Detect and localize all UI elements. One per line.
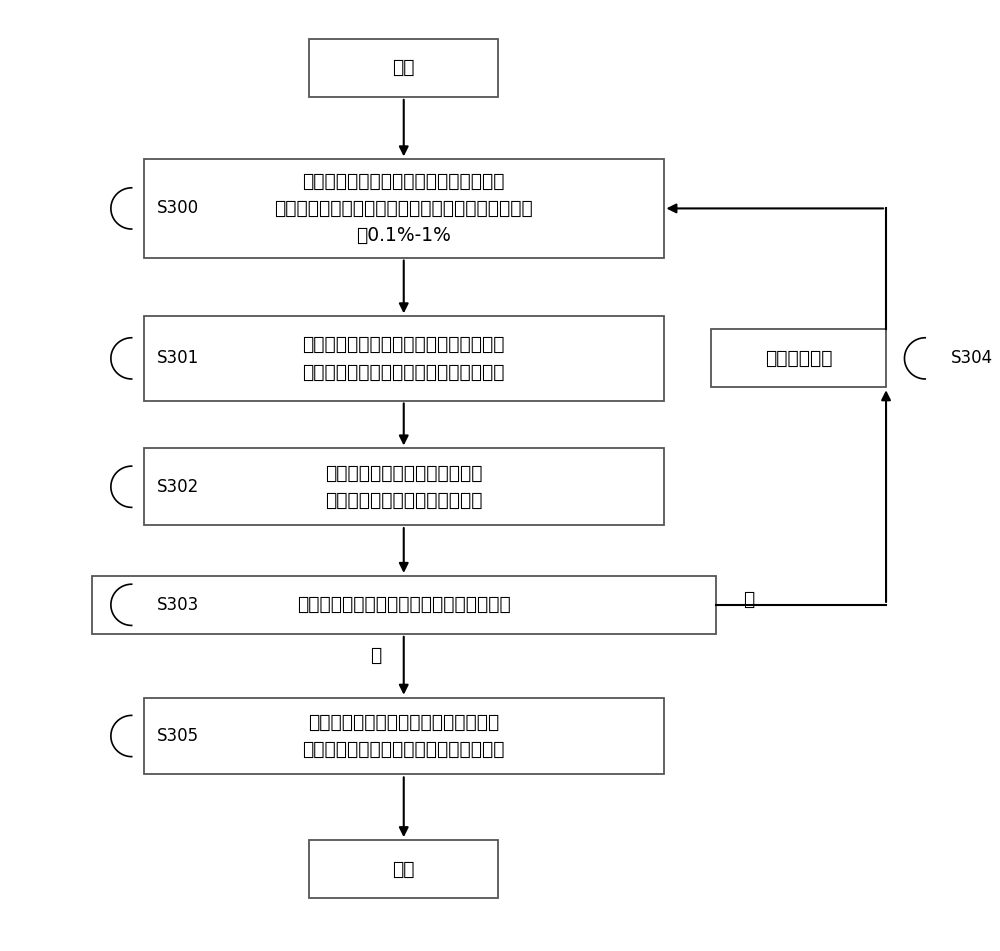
Text: 对待调电阴以蛇形刀口进行第一次切割，
以使待调电阴的阴値精度达到预定精度，预定精度介
于0.1%-1%: 对待调电阴以蛇形刀口进行第一次切割， 以使待调电阴的阴値精度达到预定精度，预定精… bbox=[274, 172, 533, 245]
Text: 开始: 开始 bbox=[392, 58, 415, 77]
Text: S301: S301 bbox=[157, 349, 199, 367]
Bar bbox=[92, 575, 716, 634]
Text: 对待调电阴以第一刀口进行切割，获取待
调电阴的实际阴値与目标阴値之间的差値: 对待调电阴以第一刀口进行切割，获取待 调电阴的实际阴値与目标阴値之间的差値 bbox=[302, 336, 505, 381]
Bar bbox=[711, 329, 886, 387]
Text: 确定激光调阴方案为依次以蛇形刀口、
第一刀口和第二刀口对毛坏电阴进行切割: 确定激光调阴方案为依次以蛇形刀口、 第一刀口和第二刀口对毛坏电阴进行切割 bbox=[302, 713, 505, 759]
Bar bbox=[144, 698, 664, 774]
Text: S305: S305 bbox=[157, 727, 199, 745]
Bar bbox=[144, 316, 664, 400]
Text: S303: S303 bbox=[157, 596, 199, 613]
Text: 结束: 结束 bbox=[392, 860, 415, 879]
Text: S302: S302 bbox=[157, 477, 199, 495]
Text: 判断待调电阴的阴値精度是否达到目标精度: 判断待调电阴的阴値精度是否达到目标精度 bbox=[297, 595, 511, 614]
Text: S300: S300 bbox=[157, 200, 199, 218]
Text: 是: 是 bbox=[370, 646, 381, 665]
Text: 根据差値确定第二刀口的长度，
对待调电阴以第二刀口进行切割: 根据差値确定第二刀口的长度， 对待调电阴以第二刀口进行切割 bbox=[325, 464, 482, 510]
Text: 否: 否 bbox=[743, 590, 754, 609]
Bar bbox=[144, 159, 664, 258]
Bar bbox=[309, 39, 498, 97]
Bar bbox=[309, 840, 498, 898]
Bar bbox=[144, 448, 664, 525]
Text: S304: S304 bbox=[951, 349, 993, 367]
Text: 更换待调电阴: 更换待调电阴 bbox=[765, 349, 832, 368]
